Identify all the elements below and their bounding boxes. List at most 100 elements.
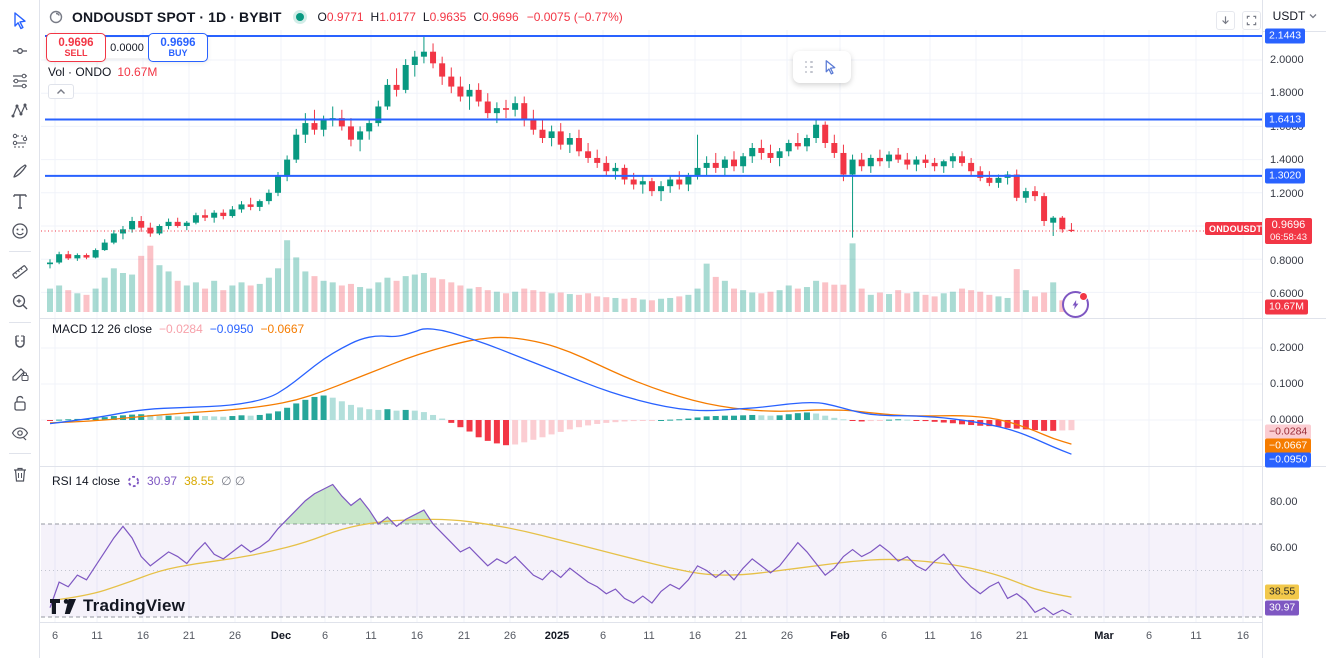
time-tick: 11: [91, 630, 103, 642]
time-tick: 6: [1145, 630, 1153, 642]
axis-label: 0.1000: [1270, 378, 1304, 390]
axis-label: 1.2000: [1270, 188, 1304, 200]
quick-trade-button[interactable]: [1062, 291, 1089, 318]
tradingview-logo-icon: [50, 598, 76, 614]
time-axis[interactable]: 6 11 16 21 26 Dec 6 11 16 21 26 2025 6 11 16 21 26 Feb 6 11…: [40, 622, 1326, 658]
time-tick: 6: [321, 630, 329, 642]
sell-price: 0.9696: [58, 36, 94, 49]
time-tick: 21: [182, 630, 196, 642]
time-tick: 21: [457, 630, 471, 642]
toolbar-separator: [8, 453, 31, 454]
symbol-logo-icon[interactable]: [48, 9, 64, 25]
axis-label: 0.6000: [1270, 288, 1304, 300]
axis-label: 60.00: [1270, 542, 1298, 554]
axis-label: 0.2000: [1270, 342, 1304, 354]
low-value: 0.9635: [429, 10, 467, 24]
magnet-icon[interactable]: [4, 329, 36, 357]
floating-drawing-toolbar[interactable]: [793, 51, 851, 83]
forecast-icon[interactable]: [4, 127, 36, 155]
last-price-symbol-label: ONDOUSDT: [1205, 222, 1267, 235]
tradingview-logo[interactable]: TradingView: [50, 596, 185, 616]
time-tick: 6: [880, 630, 888, 642]
symbol-title[interactable]: ONDOUSDT SPOT · 1D · BYBIT: [72, 9, 282, 25]
emoji-icon[interactable]: [4, 217, 36, 245]
text-icon[interactable]: [4, 187, 36, 215]
time-tick: 16: [1236, 630, 1250, 642]
time-tick: 11: [924, 630, 936, 642]
cursor-tool-icon[interactable]: [822, 59, 839, 76]
macd-title: MACD 12 26 close: [52, 322, 153, 336]
currency-dropdown[interactable]: USDT: [1263, 0, 1326, 32]
drag-handle-icon[interactable]: [804, 60, 814, 74]
toolbar-separator: [8, 322, 31, 323]
scroll-down-icon[interactable]: [1216, 11, 1235, 30]
market-status-dot[interactable]: [295, 13, 304, 21]
rsi-legend[interactable]: RSI 14 close 30.97 38.55 ∅ ∅: [52, 474, 245, 488]
maximize-pane-icon[interactable]: [1242, 11, 1261, 30]
buy-label: BUY: [168, 47, 188, 58]
currency-label: USDT: [1272, 8, 1306, 23]
rsi-ma-line: [49, 518, 1072, 602]
buy-button[interactable]: 0.9696 BUY: [148, 33, 208, 62]
close-label: C: [473, 10, 482, 24]
spread-value: 0.0000: [106, 37, 148, 58]
axis-badge: 2.1443: [1265, 28, 1306, 44]
time-tick: 11: [365, 630, 377, 642]
high-value: 1.0177: [379, 10, 416, 24]
ohlc-values: O0.9771 H1.0177 L0.9635 C0.9696: [318, 10, 519, 24]
time-tick: 6: [51, 630, 59, 642]
ruler-icon[interactable]: [4, 258, 36, 286]
axis-label: 0.8000: [1270, 255, 1304, 267]
sell-button[interactable]: 0.9696 SELL: [46, 33, 106, 62]
last-price-value: 0.9696: [1271, 219, 1306, 231]
axis-badge: 1.3020: [1265, 168, 1306, 184]
axis-badge: 38.55: [1265, 584, 1300, 600]
hide-drawings-icon[interactable]: [4, 419, 36, 447]
drawing-toolbar[interactable]: [0, 0, 40, 658]
open-label: O: [317, 10, 327, 24]
time-tick: 16: [688, 630, 702, 642]
macd-hist-value: −0.0284: [159, 322, 203, 336]
lock-all-icon[interactable]: [4, 389, 36, 417]
time-tick: 21: [734, 630, 748, 642]
time-tick: 16: [410, 630, 424, 642]
axis-badge: 1.6413: [1265, 112, 1306, 128]
drawing-lock-icon[interactable]: [4, 359, 36, 387]
zoom-in-icon[interactable]: [4, 288, 36, 316]
rsi-line: [49, 483, 1072, 616]
rsi-title: RSI 14 close: [52, 474, 121, 488]
time-tick: 21: [1015, 630, 1029, 642]
axis-label: 1.8000: [1270, 87, 1304, 99]
trash-icon[interactable]: [4, 460, 36, 488]
axis-badge: −0.0950: [1265, 452, 1312, 468]
volume-value: 10.67M: [117, 65, 158, 79]
time-tick: 26: [503, 630, 517, 642]
axis-label: 2.0000: [1270, 54, 1304, 66]
macd-legend[interactable]: MACD 12 26 close −0.0284 −0.0950 −0.0667: [52, 322, 304, 336]
time-tick: Feb: [830, 630, 850, 642]
axis-badge: 10.67M: [1265, 299, 1309, 315]
axis-badge: −0.0667: [1265, 438, 1312, 454]
pattern-xabcd-icon[interactable]: [4, 97, 36, 125]
notification-dot: [1079, 292, 1088, 301]
axis-label: 1.4000: [1270, 154, 1304, 166]
volume-label: Vol · ONDO: [48, 65, 112, 79]
chart-header: ONDOUSDT SPOT · 1D · BYBIT O0.9771 H1.01…: [48, 7, 623, 27]
cursor-icon[interactable]: [4, 7, 36, 35]
brush-icon[interactable]: [4, 157, 36, 185]
rsi-loading-icon: [127, 475, 140, 488]
price-axis[interactable]: USDT 0.9696 06:58:43 2.00001.80001.60001…: [1262, 0, 1326, 658]
trend-line-icon[interactable]: [4, 37, 36, 65]
close-value: 0.9696: [481, 10, 519, 24]
collapse-legend-button[interactable]: [48, 84, 74, 99]
time-tick: 11: [643, 630, 655, 642]
time-tick: 11: [1190, 630, 1202, 642]
rsi-ma-value: 38.55: [184, 474, 215, 488]
time-tick: 16: [969, 630, 983, 642]
fib-retracement-icon[interactable]: [4, 67, 36, 95]
toolbar-separator: [8, 251, 31, 252]
time-tick: Dec: [270, 630, 292, 642]
time-tick: 16: [136, 630, 150, 642]
